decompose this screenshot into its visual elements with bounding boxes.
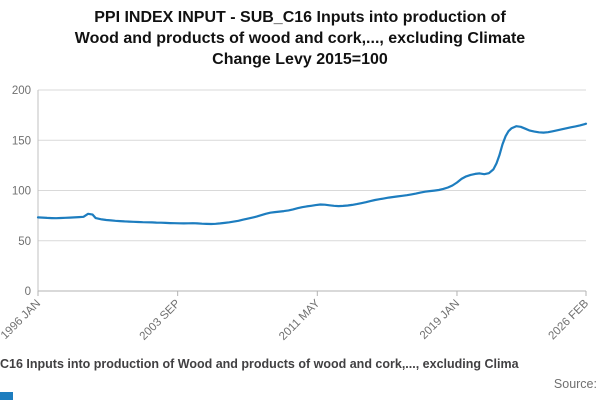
y-tick-label: 0	[25, 286, 31, 298]
y-tick-label: 50	[18, 236, 31, 248]
chart-title-line-2: Wood and products of wood and cork,..., …	[74, 30, 526, 47]
y-tick-label: 200	[12, 85, 31, 97]
x-tick-label: 2026 FEB	[546, 297, 591, 342]
x-tick-label: 2003 SEP	[138, 297, 183, 342]
source-label: Source:	[553, 377, 597, 391]
chart-title-line-1: PPI INDEX INPUT - SUB_C16 Inputs into pr…	[94, 9, 506, 26]
y-tick-label: 150	[12, 135, 31, 147]
x-tick-label: 2019 JAN	[418, 298, 462, 342]
y-tick-label: 100	[12, 186, 31, 198]
x-tick-label: 2011 MAY	[277, 297, 322, 342]
chart-title: PPI INDEX INPUT - SUB_C16 Inputs into pr…	[0, 7, 600, 70]
series-line	[36, 122, 588, 226]
bottom-left-partial-banner	[0, 392, 13, 400]
legend-series-label: C16 Inputs into production of Wood and p…	[0, 357, 519, 371]
chart-title-line-3: Change Levy 2015=100	[212, 51, 388, 68]
x-tick-label: 1996 JAN	[0, 298, 43, 342]
